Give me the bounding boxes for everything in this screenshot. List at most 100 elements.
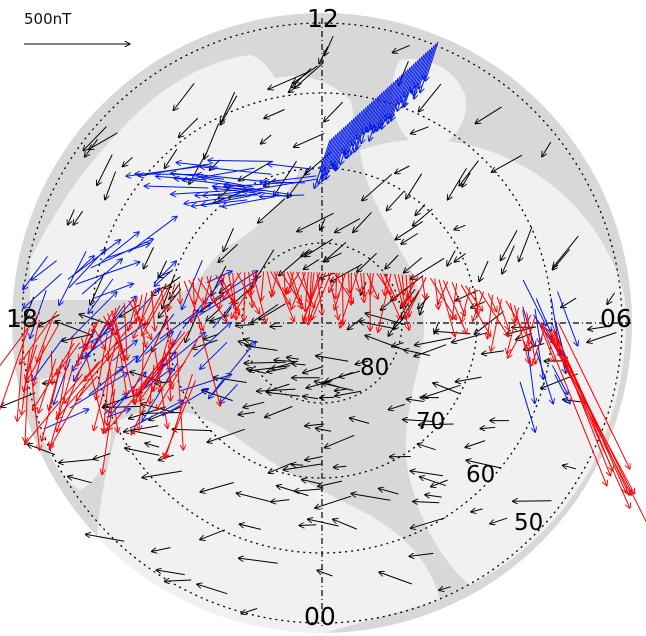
field-vector <box>223 227 234 251</box>
field-vector <box>419 477 447 487</box>
field-vector <box>200 482 234 493</box>
field-vector <box>58 367 67 418</box>
field-vector <box>22 349 31 415</box>
field-vector <box>479 260 489 282</box>
field-vector <box>303 272 324 321</box>
field-vector <box>402 274 404 295</box>
field-vector <box>143 247 154 268</box>
field-vector <box>81 321 131 359</box>
field-vector <box>507 307 520 354</box>
field-vector <box>294 132 325 147</box>
field-vector <box>500 230 518 260</box>
field-vector <box>419 47 433 88</box>
field-vector <box>357 101 373 149</box>
field-vector <box>267 392 300 397</box>
field-vector <box>271 271 278 297</box>
field-vector <box>442 280 466 334</box>
field-vector <box>163 349 172 389</box>
field-vector <box>264 182 305 183</box>
field-vector <box>59 458 95 462</box>
field-vector <box>536 351 554 404</box>
field-vector <box>413 502 440 503</box>
field-vector <box>139 330 190 401</box>
field-vector <box>324 101 343 122</box>
field-vector <box>154 269 174 287</box>
field-vector <box>84 318 138 382</box>
field-vector <box>335 390 362 396</box>
field-vector <box>251 303 279 323</box>
field-vector <box>333 466 347 467</box>
field-vector <box>378 488 399 495</box>
field-vector <box>204 123 220 160</box>
field-vector <box>410 257 445 279</box>
field-vector <box>236 272 260 314</box>
field-vector <box>29 363 39 450</box>
field-vector <box>165 374 193 458</box>
field-vector <box>309 272 326 321</box>
field-vector <box>23 273 62 309</box>
field-vector <box>219 273 225 309</box>
field-vector <box>316 356 349 362</box>
field-vector <box>246 369 267 374</box>
field-vector <box>251 271 257 295</box>
field-vector <box>334 272 346 310</box>
field-vector <box>422 276 425 299</box>
field-vector <box>317 570 333 577</box>
field-vector <box>161 389 208 417</box>
field-vector <box>261 134 272 144</box>
field-vector <box>271 360 298 369</box>
field-vector <box>370 273 374 295</box>
field-vector <box>33 342 75 410</box>
field-vector <box>218 243 238 262</box>
field-vector <box>93 453 111 460</box>
field-vector <box>522 279 546 326</box>
field-vector <box>136 294 143 322</box>
field-vector <box>206 276 215 303</box>
field-vector <box>198 322 221 406</box>
field-vector <box>144 186 209 188</box>
field-vector <box>361 98 377 143</box>
field-vector <box>345 112 361 158</box>
field-vector <box>360 272 365 302</box>
field-vector <box>0 328 29 411</box>
field-vector <box>480 427 496 428</box>
field-vector <box>49 371 60 410</box>
field-vector <box>417 444 436 451</box>
field-vector <box>353 272 360 293</box>
field-vector <box>90 272 106 305</box>
field-vector <box>293 65 318 83</box>
field-vector <box>412 208 433 226</box>
field-vector <box>408 275 415 300</box>
field-vector <box>136 313 175 362</box>
field-vector <box>139 336 145 430</box>
field-vector <box>557 322 629 469</box>
field-vector <box>340 272 358 328</box>
field-vector <box>315 428 332 431</box>
field-vector <box>288 82 302 92</box>
field-vector <box>132 316 169 393</box>
field-vector <box>133 288 157 338</box>
field-vector <box>418 424 454 425</box>
field-vector <box>409 553 434 556</box>
field-vector <box>90 239 153 269</box>
field-vector <box>299 525 317 526</box>
mlt-label-noon: 12 <box>307 4 339 33</box>
field-vector <box>364 272 365 297</box>
field-vector <box>404 350 431 356</box>
field-vector <box>433 383 460 394</box>
field-vector <box>509 302 515 323</box>
lat-label-50: 50 <box>514 510 544 536</box>
field-vector <box>395 220 424 239</box>
field-vector <box>156 176 207 181</box>
field-vector <box>405 61 417 97</box>
field-vector <box>200 341 228 369</box>
field-vector <box>305 272 309 311</box>
mlt-label-midnight: 00 <box>304 602 336 631</box>
field-vector <box>303 396 319 398</box>
field-vector <box>305 424 325 426</box>
field-vector <box>526 317 536 347</box>
field-vector <box>540 322 607 485</box>
field-vector <box>320 218 326 230</box>
field-vector <box>283 463 323 470</box>
field-vector <box>415 204 426 216</box>
